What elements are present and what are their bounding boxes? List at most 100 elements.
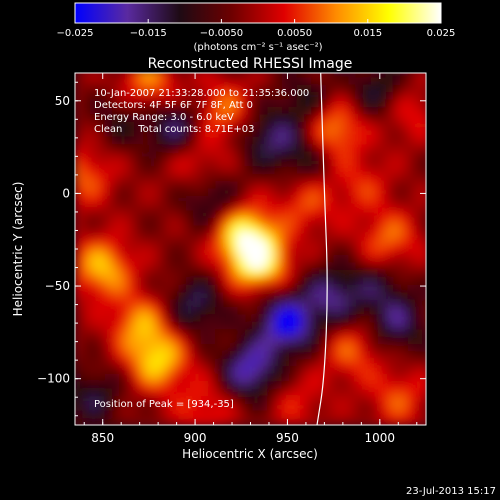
- heatmap-cell: [185, 158, 194, 167]
- heatmap-cell: [104, 254, 113, 263]
- heatmap-cell: [237, 380, 246, 389]
- heatmap-cell: [82, 306, 91, 315]
- heatmap-cell: [259, 410, 268, 419]
- heatmap-cell: [311, 410, 320, 419]
- heatmap-cell: [244, 284, 253, 293]
- heatmap-cell: [370, 343, 379, 352]
- heatmap-cell: [156, 402, 165, 411]
- heatmap-cell: [341, 224, 350, 233]
- heatmap-cell: [104, 187, 113, 196]
- heatmap-cell: [178, 395, 187, 404]
- heatmap-cell: [185, 150, 194, 159]
- heatmap-cell: [111, 247, 120, 256]
- heatmap-cell: [134, 84, 143, 93]
- heatmap-cell: [385, 410, 394, 419]
- heatmap-cell: [407, 306, 416, 315]
- heatmap-cell: [200, 336, 209, 345]
- heatmap-cell: [252, 224, 261, 233]
- heatmap-cell: [82, 358, 91, 367]
- heatmap-cell: [414, 247, 423, 256]
- heatmap-cell: [304, 313, 313, 322]
- heatmap-cell: [385, 291, 394, 300]
- heatmap-cell: [392, 202, 401, 211]
- heatmap-cell: [355, 365, 364, 374]
- heatmap-cell: [341, 291, 350, 300]
- heatmap-cell: [215, 380, 224, 389]
- heatmap-cell: [267, 158, 276, 167]
- heatmap-cell: [230, 98, 239, 107]
- heatmap-cell: [134, 76, 143, 85]
- heatmap-cell: [267, 336, 276, 345]
- heatmap-cell: [311, 343, 320, 352]
- heatmap-cell: [208, 173, 216, 182]
- heatmap-cell: [326, 180, 335, 189]
- heatmap-cell: [119, 313, 128, 322]
- heatmap-cell: [355, 195, 364, 204]
- heatmap-cell: [230, 113, 239, 122]
- heatmap-cell: [281, 91, 290, 100]
- heatmap-cell: [326, 224, 335, 233]
- heatmap-cell: [119, 113, 128, 122]
- heatmap-cell: [252, 299, 261, 308]
- heatmap-cell: [185, 350, 194, 359]
- heatmap-cell: [200, 247, 209, 256]
- heatmap-cell: [267, 202, 276, 211]
- heatmap-cell: [104, 84, 113, 93]
- heatmap-cell: [341, 150, 350, 159]
- heatmap-cell: [326, 328, 335, 337]
- heatmap-cell: [185, 180, 194, 189]
- heatmap-cell: [185, 106, 194, 115]
- heatmap-cell: [407, 128, 416, 137]
- heatmap-cell: [222, 306, 231, 315]
- heatmap-cell: [111, 387, 120, 396]
- heatmap-cell: [259, 173, 268, 182]
- heatmap-cell: [82, 224, 91, 233]
- heatmap-cell: [111, 232, 120, 241]
- heatmap-cell: [407, 195, 416, 204]
- heatmap-cell: [363, 98, 372, 107]
- heatmap-cell: [148, 284, 157, 293]
- heatmap-cell: [163, 313, 172, 322]
- heatmap-cell: [304, 417, 313, 425]
- heatmap-cell: [370, 195, 379, 204]
- heatmap-cell: [111, 373, 120, 382]
- heatmap-cell: [326, 365, 335, 374]
- heatmap-cell: [111, 358, 120, 367]
- heatmap-cell: [274, 165, 283, 174]
- heatmap-cell: [370, 128, 379, 137]
- heatmap-cell: [141, 417, 150, 425]
- heatmap-cell: [208, 350, 216, 359]
- heatmap-cell: [171, 73, 180, 78]
- heatmap-cell: [296, 269, 305, 278]
- heatmap-cell: [392, 76, 401, 85]
- heatmap-cell: [289, 291, 298, 300]
- heatmap-cell: [355, 187, 364, 196]
- heatmap-cell: [126, 328, 135, 337]
- heatmap-cell: [407, 150, 416, 159]
- heatmap-cell: [326, 373, 335, 382]
- heatmap-cell: [89, 365, 98, 374]
- heatmap-cell: [341, 106, 350, 115]
- heatmap-cell: [422, 128, 426, 137]
- heatmap-cell: [104, 91, 113, 100]
- heatmap-cell: [370, 217, 379, 226]
- heatmap-cell: [200, 261, 209, 270]
- heatmap-cell: [111, 306, 120, 315]
- heatmap-cell: [333, 417, 342, 425]
- heatmap-cell: [222, 313, 231, 322]
- heatmap-cell: [134, 395, 143, 404]
- heatmap-cell: [119, 269, 128, 278]
- heatmap-cell: [370, 187, 379, 196]
- heatmap-cell: [111, 313, 120, 322]
- heatmap-cell: [126, 402, 135, 411]
- heatmap-cell: [252, 143, 261, 152]
- heatmap-cell: [244, 321, 253, 330]
- heatmap-cell: [422, 165, 426, 174]
- heatmap-cell: [289, 195, 298, 204]
- heatmap-cell: [422, 113, 426, 122]
- heatmap-cell: [178, 239, 187, 248]
- heatmap-cell: [126, 128, 135, 137]
- heatmap-cell: [156, 417, 165, 425]
- heatmap-cell: [385, 232, 394, 241]
- heatmap-cell: [333, 247, 342, 256]
